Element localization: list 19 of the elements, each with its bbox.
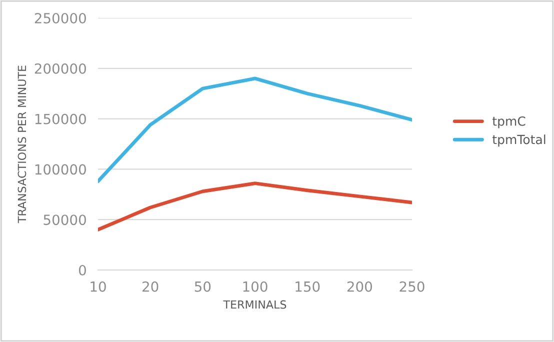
x-tick-label: 200 (347, 281, 372, 292)
y-tick-label: 0 (78, 264, 86, 276)
y-tick-label: 200000 (34, 63, 86, 74)
x-tick-label: 50 (194, 281, 211, 292)
x-tick-label: 20 (142, 281, 158, 292)
legend-label: tpmTotal (492, 134, 546, 147)
line-series (98, 182, 412, 232)
x-tick-label: 10 (90, 281, 106, 292)
x-tick-label: 250 (400, 281, 424, 292)
x-tick-label: 150 (296, 281, 320, 292)
x-tick-label: 100 (243, 281, 268, 292)
y-tick-label: 250000 (34, 12, 86, 24)
y-tick-label: 100000 (35, 164, 86, 175)
x-axis-title: TERMINALS (223, 300, 286, 309)
line-series (98, 76, 412, 184)
y-tick-label: 150000 (35, 114, 86, 124)
y-axis-title: TRANSACTIONS PER MINUTE (18, 66, 26, 224)
y-tick-label: 50000 (44, 214, 86, 226)
legend-label: tpmC (492, 116, 526, 128)
